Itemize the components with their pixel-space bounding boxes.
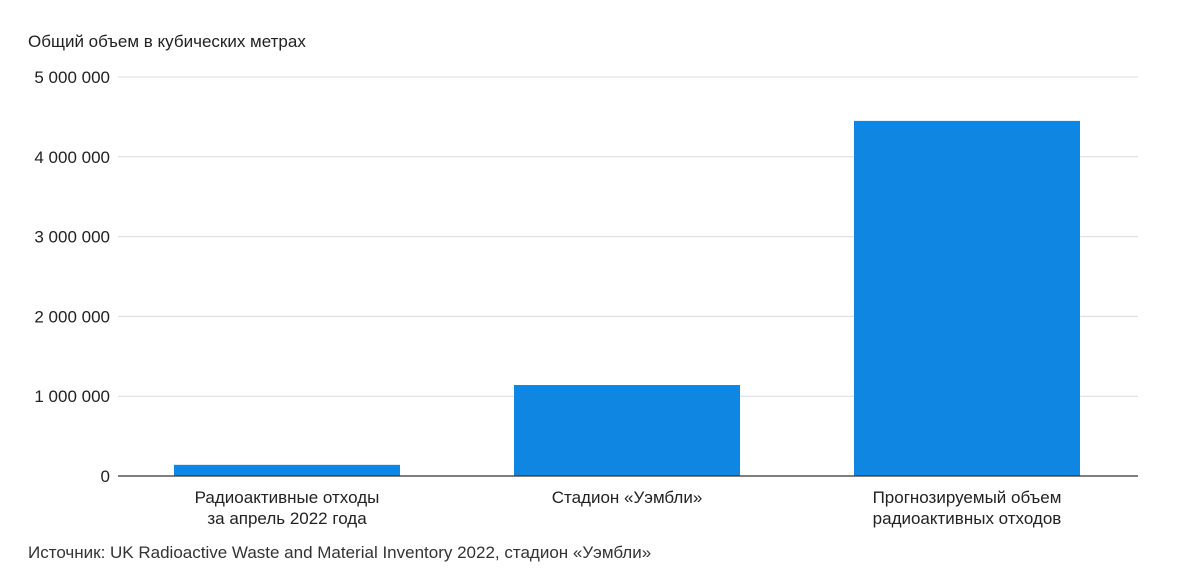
y-axis-title: Общий объем в кубических метрах	[28, 32, 306, 51]
bar	[514, 385, 740, 476]
bar	[174, 464, 400, 476]
y-tick-label: 5 000 000	[34, 68, 110, 87]
category-labels: Радиоактивные отходы за апрель 2022 года С…	[195, 488, 1062, 528]
source-note: Источник: UK Radioactive Waste and Mater…	[28, 543, 652, 562]
y-tick-label: 4 000 000	[34, 148, 110, 167]
bar	[854, 120, 1080, 476]
bars	[174, 120, 1080, 476]
y-tick-label: 3 000 000	[34, 228, 110, 247]
x-category-label: Стадион «Уэмбли»	[552, 488, 703, 507]
y-tick-label: 1 000 000	[34, 387, 110, 406]
x-category-label: Прогнозируемый объем радиоактивных отходо…	[873, 488, 1062, 528]
y-tick-label: 2 000 000	[34, 307, 110, 326]
y-tick-labels: 0 1 000 000 2 000 000 3 000 000 4 000 000 5 0…	[34, 68, 110, 486]
bar-chart: Общий объем в кубических метрах 0 1 000 0…	[28, 32, 1138, 528]
y-tick-label: 0	[101, 467, 110, 486]
x-category-label: Радиоактивные отходы за апрель 2022 года	[195, 488, 380, 528]
